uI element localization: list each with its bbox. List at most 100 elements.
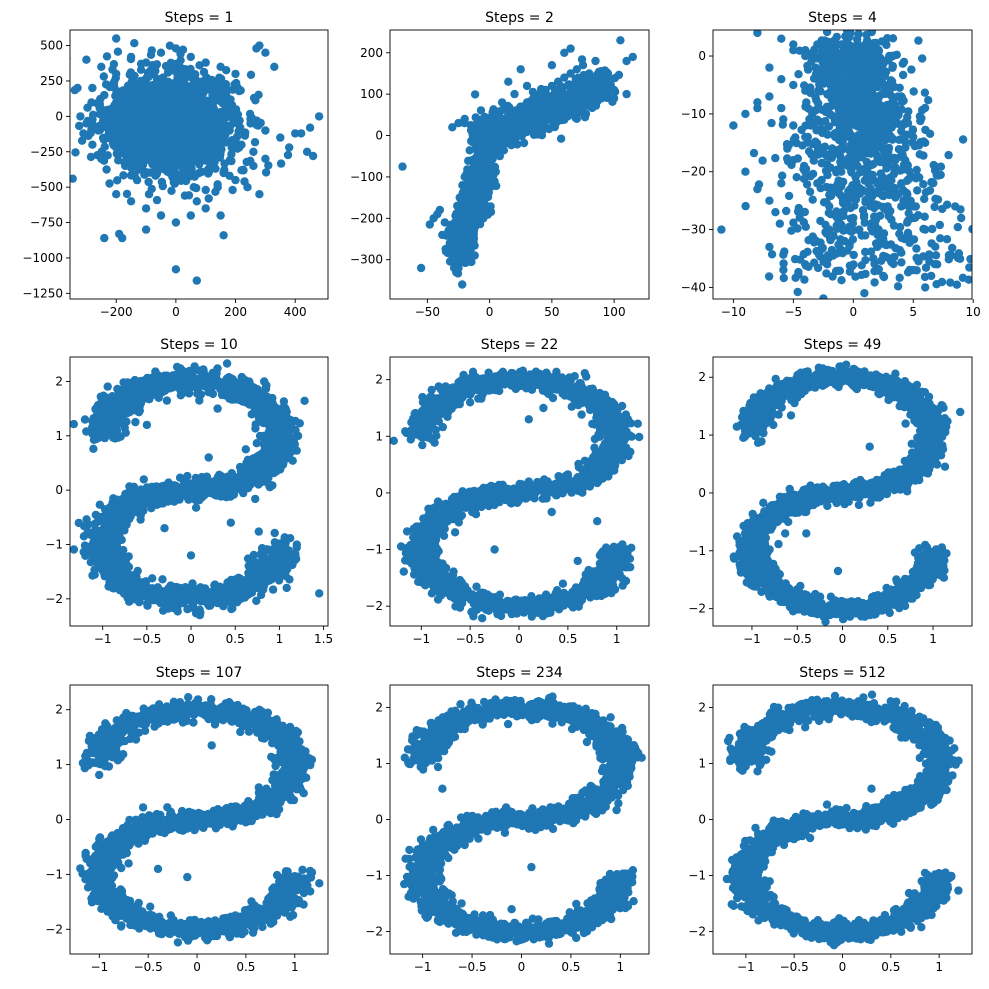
data-point bbox=[958, 273, 968, 282]
y-tick-label: −750 bbox=[30, 216, 63, 230]
data-point bbox=[566, 44, 575, 53]
data-point bbox=[588, 90, 597, 100]
data-point bbox=[859, 210, 869, 220]
data-point bbox=[901, 137, 910, 146]
data-point bbox=[833, 224, 842, 233]
data-point bbox=[565, 91, 574, 101]
data-point bbox=[492, 181, 501, 191]
data-point bbox=[897, 258, 906, 267]
data-point bbox=[801, 222, 810, 231]
data-point bbox=[903, 218, 912, 227]
data-point bbox=[126, 197, 136, 206]
data-point bbox=[929, 178, 938, 188]
data-point bbox=[455, 193, 464, 202]
data-point bbox=[891, 156, 900, 165]
data-point bbox=[453, 201, 462, 211]
data-point bbox=[463, 181, 472, 190]
y-tick-label: −250 bbox=[30, 145, 63, 159]
data-point bbox=[246, 70, 256, 80]
data-point bbox=[849, 103, 858, 113]
data-point bbox=[147, 126, 157, 135]
data-point bbox=[893, 119, 903, 128]
data-point bbox=[946, 278, 955, 287]
data-point bbox=[860, 176, 869, 185]
data-point bbox=[171, 118, 180, 128]
data-point bbox=[475, 197, 484, 206]
data-point bbox=[491, 118, 500, 128]
data-point bbox=[141, 83, 150, 93]
data-point bbox=[729, 121, 738, 130]
data-point bbox=[901, 143, 910, 152]
data-point bbox=[866, 247, 876, 256]
data-point bbox=[216, 211, 225, 220]
data-point bbox=[168, 155, 177, 164]
data-point bbox=[925, 129, 935, 138]
data-point bbox=[470, 251, 479, 260]
data-point bbox=[204, 169, 213, 178]
data-point bbox=[156, 211, 166, 220]
data-point bbox=[794, 203, 803, 213]
data-point bbox=[837, 181, 846, 191]
data-point bbox=[535, 106, 544, 115]
data-point bbox=[220, 159, 229, 168]
x-tick-label: −5 bbox=[784, 305, 802, 319]
data-point bbox=[314, 112, 324, 121]
data-point bbox=[741, 109, 750, 119]
data-point bbox=[895, 273, 904, 282]
data-point bbox=[185, 139, 194, 148]
data-point bbox=[252, 116, 262, 125]
data-point bbox=[513, 113, 523, 122]
data-point bbox=[560, 114, 569, 124]
data-point bbox=[935, 220, 944, 230]
data-point bbox=[201, 204, 210, 213]
data-point bbox=[823, 260, 832, 269]
data-point bbox=[789, 218, 798, 227]
data-point bbox=[123, 81, 133, 91]
data-point bbox=[121, 161, 130, 171]
data-point bbox=[73, 83, 82, 93]
data-point bbox=[106, 133, 115, 142]
data-point bbox=[177, 126, 187, 136]
data-point bbox=[865, 190, 874, 199]
data-point bbox=[102, 165, 111, 174]
data-point bbox=[834, 87, 844, 96]
data-point bbox=[196, 133, 205, 142]
data-point bbox=[82, 55, 91, 64]
data-point bbox=[767, 250, 777, 259]
data-point bbox=[553, 108, 563, 118]
data-point bbox=[819, 294, 828, 299]
data-point bbox=[879, 271, 888, 281]
y-tick-label: 200 bbox=[360, 46, 383, 60]
data-point bbox=[255, 190, 264, 199]
data-point bbox=[302, 147, 312, 156]
data-point bbox=[151, 61, 161, 70]
data-point bbox=[183, 147, 192, 156]
data-point bbox=[789, 156, 798, 165]
data-point bbox=[458, 210, 467, 219]
data-point bbox=[149, 114, 158, 123]
data-point bbox=[913, 186, 922, 195]
data-point bbox=[476, 106, 486, 115]
data-point bbox=[144, 177, 153, 187]
data-point bbox=[936, 234, 945, 243]
data-point bbox=[237, 166, 246, 175]
data-point bbox=[201, 58, 210, 67]
data-point bbox=[801, 51, 810, 61]
data-point bbox=[807, 150, 816, 159]
data-point bbox=[438, 230, 447, 240]
data-point bbox=[897, 179, 906, 188]
y-tick-label: −100 bbox=[350, 170, 383, 184]
data-point bbox=[123, 110, 132, 119]
data-point bbox=[842, 34, 852, 43]
data-point bbox=[171, 218, 181, 227]
data-point bbox=[717, 225, 726, 234]
data-point bbox=[156, 149, 165, 159]
data-point bbox=[815, 80, 824, 89]
data-point bbox=[76, 112, 85, 121]
data-point bbox=[855, 121, 864, 130]
data-point bbox=[849, 86, 858, 95]
data-point bbox=[874, 265, 883, 274]
data-point bbox=[591, 73, 600, 82]
data-point bbox=[810, 258, 819, 267]
data-point bbox=[201, 105, 210, 114]
